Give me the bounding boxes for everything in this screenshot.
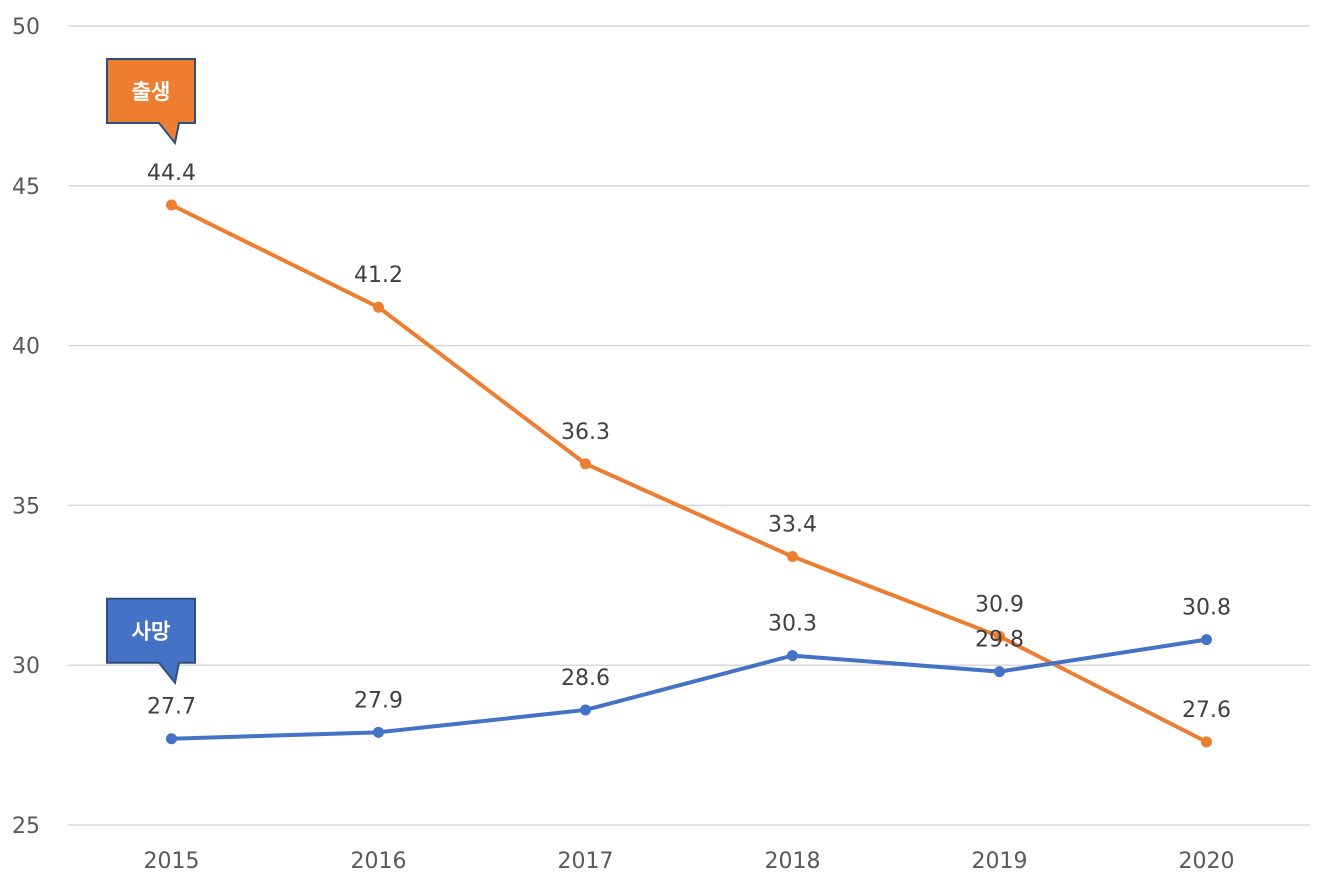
data-labels: 44.4 41.2 36.3 33.4 30.9 27.6 27.7 27.9 28.6 30.3… (147, 161, 1231, 723)
data-point (166, 733, 177, 745)
data-point (580, 458, 591, 470)
data-point (373, 726, 384, 738)
x-tick-label: 2020 (1179, 849, 1235, 874)
data-label: 36.3 (561, 420, 610, 445)
y-tick-label: 50 (12, 15, 40, 40)
data-label: 30.3 (768, 612, 817, 637)
data-label: 33.4 (768, 513, 817, 538)
callout-box-birth (106, 57, 196, 146)
data-point (166, 199, 177, 211)
y-tick-label: 45 (12, 175, 40, 200)
data-label: 28.6 (561, 666, 610, 691)
callout-label: 출생 (132, 80, 171, 104)
data-point (994, 630, 1005, 642)
data-label: 30.9 (975, 592, 1024, 617)
y-tick-label: 35 (12, 494, 40, 519)
data-label: 27.7 (147, 695, 196, 720)
x-tick-label: 2019 (972, 849, 1028, 874)
x-tick-label: 2017 (558, 849, 614, 874)
x-tick-label: 2015 (144, 849, 200, 874)
data-point (1201, 736, 1212, 748)
data-label: 27.6 (1182, 698, 1231, 723)
x-tick-label: 2018 (765, 849, 821, 874)
x-axis-ticks: 2015 2016 2017 2018 2019 2020 (144, 849, 1235, 874)
callout-label: 사망 (132, 620, 171, 644)
data-label: 41.2 (354, 263, 403, 288)
callout-box-death (106, 597, 196, 686)
data-point (787, 551, 798, 563)
x-tick-label: 2016 (351, 849, 407, 874)
data-label: 27.9 (354, 688, 403, 713)
y-tick-label: 40 (12, 335, 40, 360)
series-layer (166, 199, 1212, 748)
series-line-death (169, 637, 1209, 741)
y-axis-ticks: 25 30 35 40 45 50 (12, 15, 40, 839)
grid-layer (68, 25, 1310, 826)
data-label: 29.8 (975, 628, 1024, 653)
data-label: 44.4 (147, 161, 196, 186)
y-tick-label: 30 (12, 654, 40, 679)
data-point (1201, 634, 1212, 646)
data-point (373, 301, 384, 313)
series-line-birth (169, 202, 1209, 744)
y-tick-label: 25 (12, 814, 40, 839)
data-point (787, 650, 798, 662)
data-label: 30.8 (1182, 596, 1231, 621)
data-point (994, 666, 1005, 678)
data-point (580, 704, 591, 716)
